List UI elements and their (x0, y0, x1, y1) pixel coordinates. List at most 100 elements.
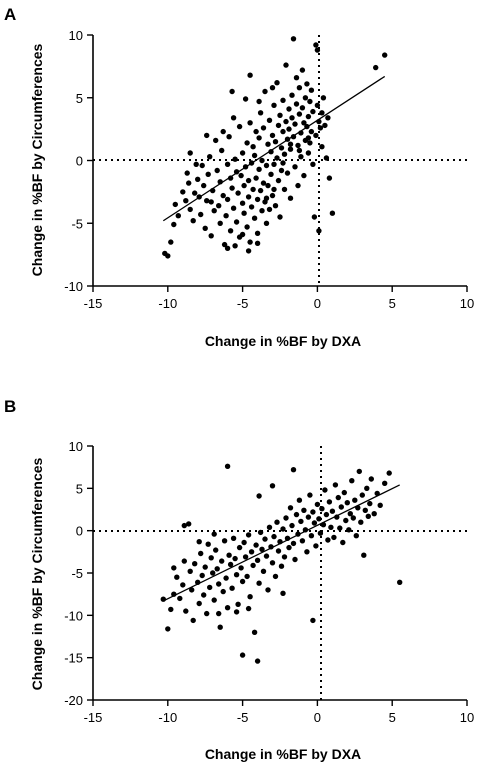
scatter-points-b (160, 463, 403, 664)
data-point-a-98 (275, 122, 282, 129)
data-point-a-122 (293, 101, 300, 107)
data-point-a-59 (245, 177, 252, 184)
data-point-a-159 (325, 115, 331, 121)
data-point-b-122 (352, 497, 358, 503)
data-point-a-115 (287, 146, 294, 152)
data-point-a-144 (310, 108, 316, 115)
data-point-b-143 (216, 610, 222, 617)
data-point-a-17 (199, 162, 205, 169)
y-tick-label-b-0: 0 (76, 524, 83, 539)
data-point-b-106 (328, 524, 334, 530)
data-point-a-99 (275, 177, 282, 184)
data-point-b-34 (224, 605, 231, 611)
data-point-a-85 (265, 182, 271, 189)
data-point-a-121 (292, 121, 298, 127)
data-point-a-43 (232, 156, 238, 162)
data-point-a-111 (284, 170, 291, 176)
data-point-a-33 (221, 241, 228, 248)
data-point-a-100 (277, 112, 283, 119)
data-point-a-120 (292, 164, 298, 170)
data-point-b-42 (235, 601, 241, 607)
data-point-a-179 (229, 88, 235, 95)
data-point-b-76 (283, 515, 289, 521)
data-point-b-132 (367, 500, 373, 507)
data-point-b-118 (346, 527, 352, 533)
data-point-b-113 (338, 504, 344, 510)
data-point-b-22 (207, 584, 213, 591)
data-point-a-161 (329, 210, 336, 216)
data-point-a-94 (272, 139, 279, 145)
x-tick-label-a--10: -10 (158, 296, 177, 311)
data-point-b-86 (298, 518, 304, 525)
data-point-a-4 (172, 201, 178, 208)
y-tick-label-a-0: 0 (76, 154, 83, 169)
data-point-b-130 (364, 485, 370, 491)
data-point-a-157 (322, 122, 328, 129)
data-point-a-109 (283, 62, 289, 68)
data-point-a-133 (301, 172, 307, 179)
regression-line-a (162, 75, 386, 222)
y-tick-label-b-5: 5 (76, 481, 83, 496)
data-point-a-26 (213, 137, 219, 144)
data-point-b-0 (160, 596, 166, 602)
data-point-a-3 (171, 221, 177, 228)
data-point-b-63 (263, 553, 270, 559)
data-point-b-88 (301, 507, 307, 513)
data-point-a-82 (263, 162, 270, 169)
x-tick-label-b--5: -5 (237, 710, 249, 725)
data-point-a-36 (224, 196, 231, 203)
y-tick-label-b--5: -5 (71, 566, 83, 581)
data-point-a-141 (307, 140, 313, 146)
data-point-b-32 (221, 538, 228, 544)
data-point-b-68 (271, 533, 277, 540)
data-point-a-52 (241, 210, 247, 216)
x-tick-label-b-0: 0 (314, 710, 321, 725)
data-point-b-128 (361, 552, 367, 558)
data-point-a-78 (260, 180, 267, 186)
data-point-b-38 (229, 585, 235, 591)
data-point-a-66 (251, 215, 258, 221)
x-tick-label-a-10: 10 (460, 296, 474, 311)
data-point-b-104 (325, 537, 331, 543)
data-point-b-27 (214, 566, 220, 572)
data-point-b-148 (181, 558, 187, 564)
data-point-a-95 (272, 203, 279, 209)
data-point-b-100 (319, 506, 325, 512)
data-point-a-12 (190, 218, 196, 224)
data-point-a-71 (254, 230, 261, 236)
data-point-a-69 (253, 128, 259, 135)
data-point-b-123 (353, 533, 359, 539)
data-point-b-21 (205, 541, 211, 547)
data-point-a-35 (224, 161, 231, 167)
data-point-a-5 (175, 213, 181, 219)
data-point-b-55 (253, 542, 259, 548)
data-point-a-81 (262, 88, 268, 95)
x-tick-label-b--15: -15 (84, 710, 103, 725)
data-point-a-53 (241, 182, 247, 189)
data-point-a-156 (320, 95, 327, 101)
data-point-b-54 (251, 629, 258, 635)
data-point-a-170 (263, 195, 270, 201)
data-point-a-61 (247, 120, 253, 126)
data-point-b-93 (308, 533, 315, 539)
data-point-a-117 (289, 115, 295, 121)
data-point-b-97 (314, 501, 321, 508)
data-point-b-19 (202, 564, 208, 570)
data-point-a-126 (296, 111, 303, 117)
data-point-b-45 (239, 652, 246, 658)
data-point-b-64 (265, 587, 271, 593)
data-point-b-83 (293, 511, 300, 518)
data-point-a-166 (232, 243, 238, 249)
data-point-b-7 (181, 522, 187, 529)
data-point-b-120 (349, 478, 355, 484)
data-point-a-54 (242, 96, 249, 102)
data-point-b-24 (210, 570, 216, 576)
data-point-a-152 (316, 228, 322, 234)
x-tick-label-a--15: -15 (84, 296, 103, 311)
data-point-a-164 (208, 199, 214, 205)
data-point-b-40 (232, 555, 238, 562)
data-point-a-2 (168, 239, 174, 245)
data-point-b-91 (305, 514, 312, 520)
data-point-b-36 (226, 552, 232, 558)
